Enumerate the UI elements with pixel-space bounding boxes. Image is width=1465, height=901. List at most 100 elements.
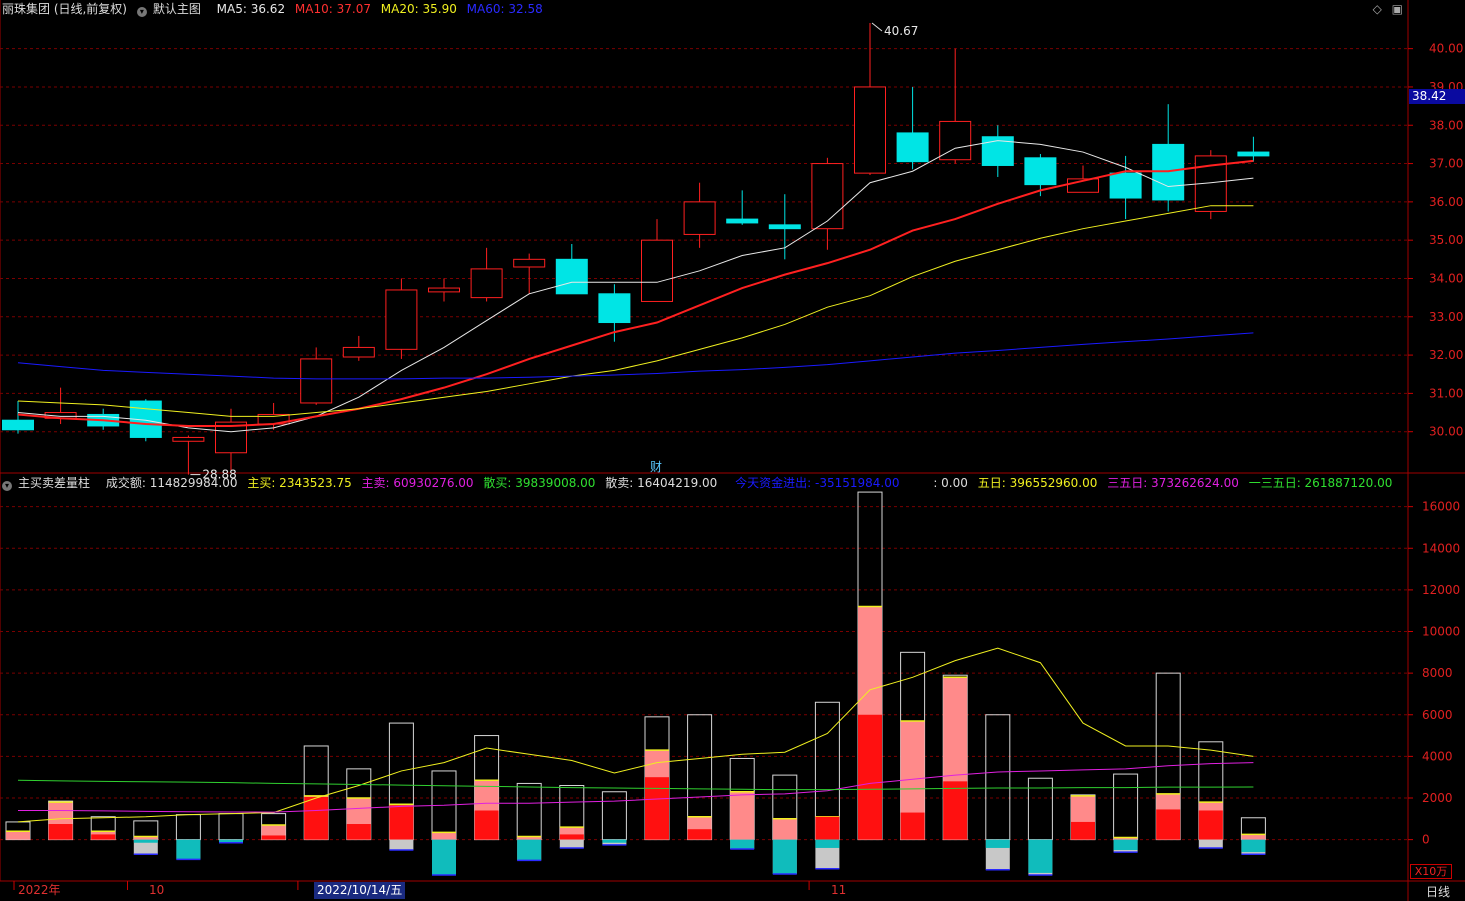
candle-up — [683, 201, 716, 235]
candle-up — [811, 163, 844, 230]
period-selector[interactable]: 日线 — [1425, 885, 1450, 899]
average-line-0 — [17, 647, 1254, 823]
candle-down — [726, 218, 759, 224]
main-sell-bar — [133, 839, 158, 843]
ma-line-ma10 — [17, 159, 1254, 427]
candle-down — [555, 258, 588, 295]
window-controls: ◇ ▣ — [1373, 2, 1403, 16]
volume-tick-label: 8000 — [1422, 666, 1453, 680]
candle-up — [854, 86, 886, 174]
main-buy-bar — [48, 824, 73, 840]
candle-down — [1237, 151, 1270, 157]
finance-marker[interactable]: 财 — [650, 460, 663, 474]
main-buy-bar — [943, 781, 968, 840]
main-chart-header: 丽珠集团 (日线,前复权) ▾ 默认主图 MA5: 36.62 MA10: 37.… — [0, 0, 549, 18]
current-price-badge: 38.42 — [1409, 89, 1465, 104]
candle-down — [1109, 172, 1142, 199]
turnover-value: 成交额: 114829984.00 — [105, 476, 238, 490]
annotation-label: 28.88 — [202, 468, 236, 482]
candle-down — [2, 419, 34, 431]
main-sell-bar — [176, 839, 201, 860]
main-sell-bar — [815, 839, 840, 848]
chart-name[interactable]: ▾ 默认主图 — [136, 2, 207, 17]
candle-up — [641, 239, 673, 302]
main-sell-bar — [1113, 839, 1138, 851]
main-sell-bar — [1241, 839, 1266, 853]
turnover-bar — [1113, 773, 1139, 841]
turnover-bar — [175, 814, 201, 841]
unit-label: X10万 — [1410, 864, 1452, 879]
diamond-icon[interactable]: ◇ — [1372, 2, 1382, 16]
candle-down — [896, 132, 929, 163]
five-day-value: 五日: 396552960.00 — [977, 476, 1098, 490]
candle-up — [513, 258, 546, 268]
main-sell-bar — [602, 839, 627, 843]
candle-down — [598, 293, 631, 324]
cursor-date: 2022/10/14/五 — [314, 882, 406, 899]
buy-bar — [517, 836, 542, 840]
main-buy-bar — [1071, 821, 1095, 840]
one-three-five-day-value: 一三五日: 261887120.00 — [1248, 476, 1393, 490]
main-sell-bar — [517, 839, 542, 861]
volume-tick-label: 2000 — [1422, 791, 1453, 805]
x-label-november: 11 — [831, 883, 847, 897]
buy-bar — [133, 836, 158, 840]
volume-tick-label: 12000 — [1422, 583, 1460, 597]
indicator-name-label: 主买卖差量柱 — [18, 476, 91, 490]
candle-up — [342, 346, 375, 358]
candle-down — [1024, 157, 1057, 186]
main-sell-value: 主卖: 60930276.00 — [361, 476, 474, 490]
price-tick-label: 35.00 — [1429, 233, 1463, 247]
ma-line-ma20 — [17, 205, 1254, 417]
ma-line-ma5 — [17, 140, 1254, 433]
ma-line-ma60 — [17, 332, 1254, 380]
thirty-five-day-value: 三五日: 373262624.00 — [1107, 476, 1239, 490]
main-buy-value: 主买: 2343523.75 — [247, 476, 352, 490]
price-tick-label: 33.00 — [1429, 310, 1463, 324]
main-buy-bar — [559, 834, 584, 840]
main-buy-bar — [304, 796, 329, 840]
restore-icon[interactable]: ▣ — [1391, 2, 1403, 16]
candle-up — [428, 287, 460, 293]
ma5-value: MA5: 36.62 — [216, 2, 286, 16]
price-tick-label: 30.00 — [1429, 425, 1463, 439]
sell-bar — [389, 839, 414, 851]
main-buy-bar — [858, 714, 882, 840]
turnover-bar — [601, 791, 627, 841]
sell-bar — [1198, 839, 1223, 848]
ma20-value: MA20: 35.90 — [380, 2, 457, 16]
x-label-october: 10 — [149, 883, 165, 897]
candle-up — [470, 268, 503, 299]
chevron-down-icon[interactable]: ▾ — [2, 481, 12, 491]
buy-bar — [6, 831, 30, 840]
buy-bar — [730, 791, 755, 840]
main-buy-bar — [261, 835, 286, 840]
main-sell-bar — [730, 839, 755, 849]
price-tick-label: 31.00 — [1429, 386, 1463, 400]
price-tick-label: 38.00 — [1429, 118, 1463, 132]
chevron-down-icon[interactable]: ▾ — [136, 7, 147, 17]
main-buy-bar — [645, 777, 669, 840]
main-sell-bar — [219, 839, 243, 843]
main-buy-bar — [91, 834, 116, 840]
stock-title[interactable]: 丽珠集团 (日线,前复权) — [2, 2, 127, 16]
retail-buy-value: 散买: 39839008.00 — [483, 476, 596, 490]
buy-bar — [432, 832, 456, 840]
average-line-2 — [17, 779, 1254, 791]
main-buy-bar — [1198, 810, 1223, 840]
volume-tick-label: 0 — [1422, 833, 1430, 847]
main-sell-bar — [1028, 839, 1053, 873]
volume-tick-label: 14000 — [1422, 541, 1460, 555]
price-tick-label: 37.00 — [1429, 157, 1463, 171]
candle-up — [172, 436, 205, 442]
net-flow-value: 今天资金进出: -35151984.00 — [735, 476, 900, 490]
price-tick-label: 36.00 — [1429, 195, 1463, 209]
volume-tick-label: 4000 — [1422, 749, 1453, 763]
ma10-value: MA10: 37.07 — [294, 2, 371, 16]
chart-name-label: 默认主图 — [152, 2, 201, 16]
indicator-name[interactable]: ▾ 主买卖差量柱 — [2, 476, 96, 491]
average-line-1 — [18, 762, 1254, 813]
buy-bar — [1113, 837, 1138, 840]
retail-sell-value: 散卖: 16404219.00 — [605, 476, 718, 490]
